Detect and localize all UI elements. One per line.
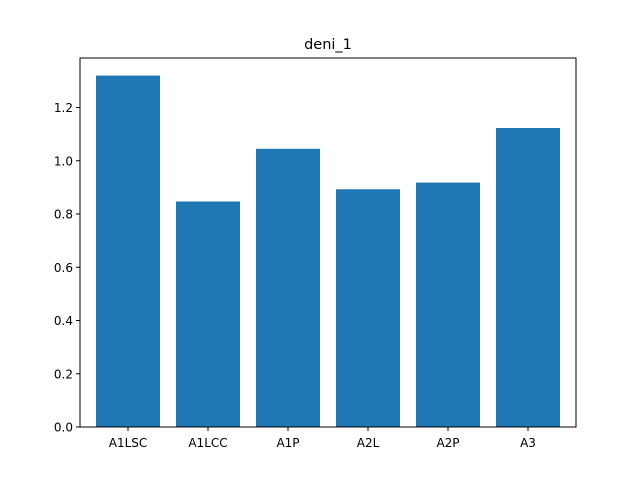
y-tick-label: 0.4 [54,314,73,328]
x-tick-label: A3 [520,436,536,450]
y-tick-label: 0.0 [54,421,73,435]
x-tick-label: A2P [436,436,459,450]
bar-a2l [336,189,400,427]
bars-group [96,75,560,428]
chart-title: deni_1 [304,37,352,53]
x-tick-label: A2L [357,436,380,450]
x-axis: A1LSC A1LCC A1P A2L A2P A3 [109,427,536,450]
plot-frame [79,57,577,428]
y-tick-label: 1.0 [54,154,73,168]
bar-a1lsc [96,75,160,428]
y-tick-label: 1.2 [54,101,73,115]
x-tick-label: A1P [276,436,299,450]
y-axis: 0.0 0.2 0.4 0.6 0.8 1.0 1.2 [54,101,80,435]
bar-a1lcc [176,201,240,427]
bar-a2p [416,182,480,427]
y-tick-label: 0.8 [54,208,73,222]
x-tick-label: A1LSC [109,436,148,450]
x-tick-label: A1LCC [188,436,227,450]
y-tick-label: 0.6 [54,261,73,275]
bar-a1p [256,148,320,428]
y-tick-label: 0.2 [54,367,73,381]
bar-a3 [496,128,560,428]
